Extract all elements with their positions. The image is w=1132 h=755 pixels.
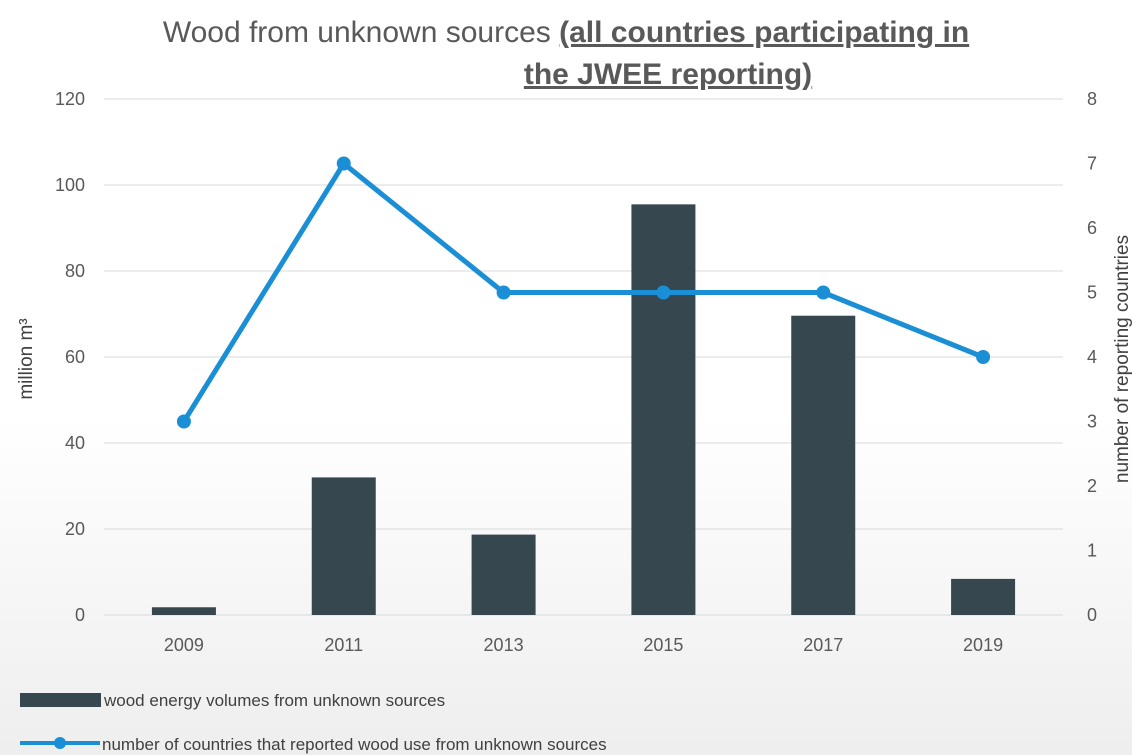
- right-tick-label: 1: [1087, 541, 1097, 561]
- chart-title: Wood from unknown sources (all countries…: [163, 16, 969, 49]
- x-axis-ticks: 2009 2011 2013 2015 2017 2019: [164, 635, 1003, 655]
- x-tick-label: 2011: [324, 635, 363, 655]
- line-point: [336, 156, 351, 171]
- chart-title-line2: the JWEE reporting): [524, 58, 812, 91]
- left-axis-title: million m³: [16, 318, 37, 399]
- bar: [471, 534, 536, 615]
- right-tick-label: 6: [1087, 218, 1097, 238]
- left-tick-label: 60: [65, 347, 85, 367]
- right-axis-title: number of reporting countries: [1112, 235, 1132, 483]
- line-point: [496, 285, 511, 300]
- right-tick-label: 3: [1087, 412, 1097, 432]
- line-series: [176, 156, 991, 429]
- line-point: [656, 285, 671, 300]
- bar: [951, 578, 1016, 615]
- legend: wood energy volumes from unknown sources…: [20, 691, 607, 754]
- x-tick-label: 2013: [484, 635, 524, 655]
- right-tick-label: 2: [1087, 476, 1097, 496]
- chart-title-plain: Wood from unknown sources: [163, 16, 559, 49]
- right-tick-label: 4: [1087, 347, 1097, 367]
- bar: [311, 477, 376, 615]
- legend-bar-label: wood energy volumes from unknown sources: [103, 691, 445, 710]
- x-tick-label: 2017: [803, 635, 843, 655]
- left-tick-label: 120: [55, 89, 85, 109]
- left-tick-label: 40: [65, 433, 85, 453]
- x-tick-label: 2009: [164, 635, 204, 655]
- right-tick-label: 7: [1087, 154, 1097, 174]
- line-point: [976, 350, 991, 364]
- x-tick-label: 2019: [963, 635, 1003, 655]
- left-tick-label: 0: [75, 605, 85, 625]
- legend-line-label: number of countries that reported wood u…: [102, 735, 607, 754]
- right-tick-label: 8: [1087, 89, 1097, 109]
- bar: [631, 204, 696, 615]
- right-axis-ticks: 0 1 2 3 4 5 6 7 8: [1087, 89, 1097, 625]
- left-tick-label: 80: [65, 261, 85, 281]
- gridlines: [104, 98, 1063, 616]
- x-tick-label: 2015: [643, 635, 683, 655]
- series-line: [181, 161, 985, 423]
- legend-line-marker: [54, 737, 66, 749]
- chart-title-bold-1: (all countries participating in: [559, 16, 969, 49]
- left-tick-label: 20: [65, 519, 85, 539]
- right-tick-label: 0: [1087, 605, 1097, 625]
- line-point: [816, 285, 831, 300]
- bar: [791, 315, 856, 615]
- right-tick-label: 5: [1087, 283, 1097, 303]
- legend-bar-swatch: [20, 693, 101, 707]
- left-axis-ticks: 0 20 40 60 80 100 120: [55, 89, 85, 625]
- left-tick-label: 100: [55, 175, 85, 195]
- bar: [151, 607, 216, 615]
- bar-series: [151, 204, 1016, 615]
- line-point: [176, 414, 191, 429]
